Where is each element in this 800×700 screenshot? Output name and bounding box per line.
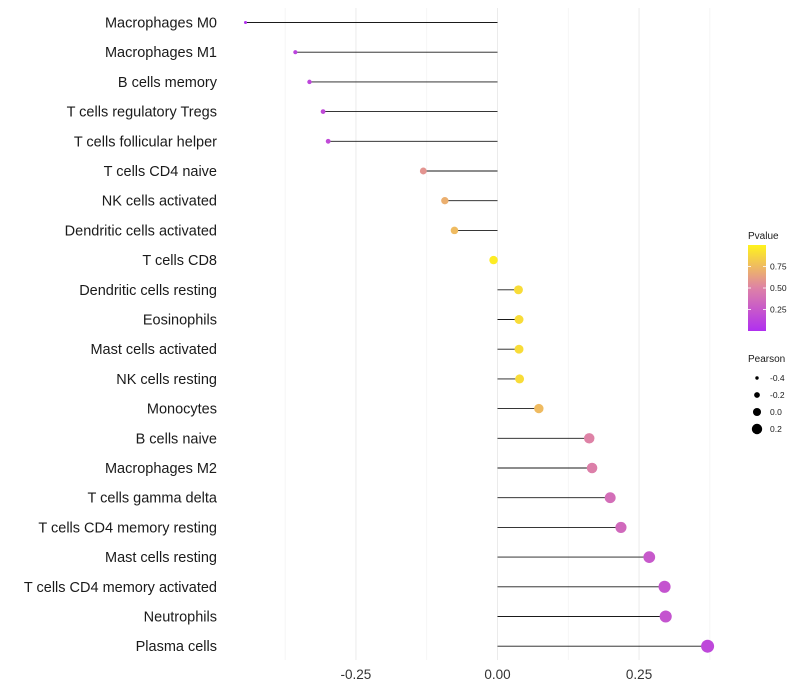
category-label: Dendritic cells resting xyxy=(79,283,217,299)
lollipop-point xyxy=(489,255,498,265)
lollipop-point xyxy=(514,315,524,324)
category-label: NK cells activated xyxy=(102,194,217,210)
lollipop-point xyxy=(659,610,672,623)
category-label: Dendritic cells activated xyxy=(65,223,217,239)
lollipop-point xyxy=(643,551,656,563)
legend: Pvalue 0.25 0.50 0.75 Pearson -0.4 -0.2 0.0 0… xyxy=(748,231,787,435)
size-legend-label: 0.2 xyxy=(770,424,782,434)
color-legend-bar xyxy=(748,245,766,331)
lollipop-point xyxy=(515,374,525,384)
x-tick-label: 0.00 xyxy=(484,667,510,682)
lollipop-point xyxy=(615,521,627,533)
lollipop-point xyxy=(534,403,544,414)
category-label: T cells gamma delta xyxy=(88,491,218,507)
color-tick-label: 0.50 xyxy=(770,283,787,293)
lollipop-point xyxy=(584,433,595,444)
stem-layer xyxy=(245,22,708,647)
lollipop-point xyxy=(419,167,427,175)
x-tick-label: 0.25 xyxy=(626,667,652,682)
size-legend-dot xyxy=(751,423,763,435)
color-legend-ticks: 0.25 0.50 0.75 xyxy=(748,262,787,315)
category-label: B cells naive xyxy=(136,431,217,447)
size-legend-label: -0.4 xyxy=(770,373,785,383)
category-label: Plasma cells xyxy=(136,639,217,655)
size-legend-label: 0.0 xyxy=(770,407,782,417)
category-label: T cells CD4 memory resting xyxy=(38,520,217,536)
color-tick-label: 0.75 xyxy=(770,262,787,272)
lollipop-point xyxy=(586,462,598,474)
lollipop-point xyxy=(441,197,449,205)
lollipop-point xyxy=(450,226,459,235)
category-label: Macrophages M2 xyxy=(105,461,217,477)
lollipop-point xyxy=(701,639,715,653)
lollipop-point xyxy=(604,492,616,504)
category-label: T cells CD4 memory activated xyxy=(24,580,217,596)
category-label: Macrophages M1 xyxy=(105,45,217,61)
category-label: Eosinophils xyxy=(143,313,217,329)
size-legend-dot xyxy=(755,376,759,380)
lollipop-point xyxy=(293,50,298,55)
lollipop-point xyxy=(658,580,671,593)
category-label: Mast cells resting xyxy=(105,550,217,566)
lollipop-point xyxy=(307,79,312,85)
color-legend-title: Pvalue xyxy=(748,231,779,242)
size-legend-label: -0.2 xyxy=(770,390,785,400)
color-tick-label: 0.25 xyxy=(770,305,787,315)
size-legend-dot xyxy=(752,407,762,417)
grid-layer xyxy=(284,8,711,660)
x-tick-label: -0.25 xyxy=(341,667,372,682)
category-label: T cells CD4 naive xyxy=(104,164,217,180)
category-label: Macrophages M0 xyxy=(105,16,217,32)
category-label: B cells memory xyxy=(118,75,218,91)
size-legend-dot xyxy=(754,392,760,398)
lollipop-point xyxy=(243,20,248,25)
lollipop-point xyxy=(320,109,326,114)
category-label: T cells CD8 xyxy=(142,253,217,269)
lollipop-point xyxy=(513,285,523,295)
category-label: Monocytes xyxy=(147,402,217,418)
size-legend-items: -0.4 -0.2 0.0 0.2 xyxy=(751,373,785,435)
category-labels: Macrophages M0 Macrophages M1 B cells memo… xyxy=(24,16,218,656)
category-label: T cells regulatory Tregs xyxy=(67,105,217,121)
point-layer xyxy=(243,20,715,653)
size-legend-title: Pearson xyxy=(748,354,785,365)
category-label: T cells follicular helper xyxy=(74,134,217,150)
category-label: Neutrophils xyxy=(144,610,217,626)
x-axis-ticks: -0.25 0.00 0.25 xyxy=(341,667,653,682)
category-label: NK cells resting xyxy=(116,372,217,388)
category-label: Mast cells activated xyxy=(90,342,217,358)
lollipop-point xyxy=(514,344,524,354)
lollipop-point xyxy=(325,138,331,144)
